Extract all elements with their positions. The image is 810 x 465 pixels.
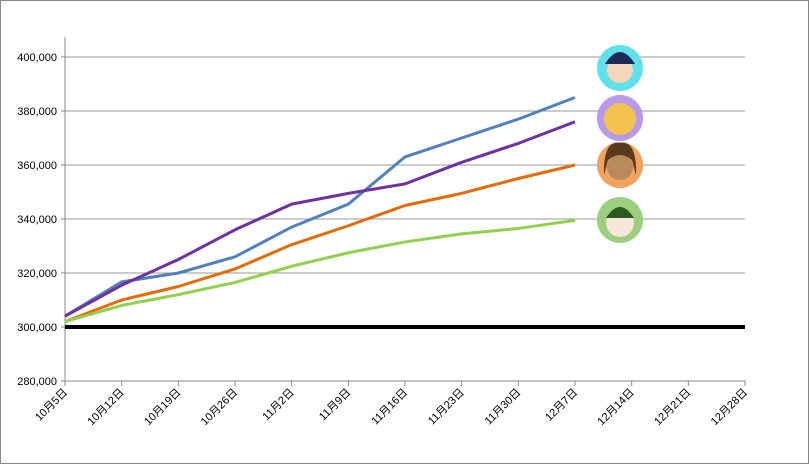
y-tick-label: 280,000: [17, 376, 57, 388]
avatar-face: [604, 103, 636, 135]
series-line: [64, 163, 576, 324]
series-line: [64, 218, 576, 324]
avatar-face: [607, 154, 633, 180]
y-tick-label: 340,000: [17, 214, 57, 226]
y-tick-label: 360,000: [17, 160, 57, 172]
avatar-hair: [603, 142, 637, 175]
avatar-hair: [605, 52, 635, 64]
y-tick-label: 400,000: [17, 52, 57, 64]
series-line: [64, 96, 576, 318]
avatars: [597, 45, 643, 243]
y-tick-label: 380,000: [17, 106, 57, 118]
series-line: [64, 120, 576, 318]
y-tick-label: 300,000: [17, 322, 57, 334]
avatar-hair: [606, 207, 634, 218]
y-tick-label: 320,000: [17, 268, 57, 280]
